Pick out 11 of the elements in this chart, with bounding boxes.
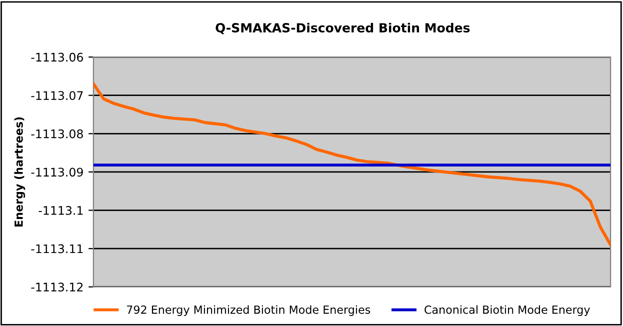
y-tick-label: -1113.1 <box>38 206 83 215</box>
y-tick-label: -1113.09 <box>31 168 83 177</box>
y-tick-label: -1113.07 <box>31 91 83 100</box>
legend-label: Canonical Biotin Mode Energy <box>424 305 590 316</box>
y-tick-label: -1113.08 <box>31 129 83 138</box>
chart-title: Q-SMAKAS-Discovered Biotin Modes <box>216 22 470 34</box>
y-tick-label: -1113.11 <box>31 244 83 254</box>
y-tick-label: -1113.12 <box>31 282 83 292</box>
y-axis-title: Energy (hartrees) <box>14 117 26 226</box>
legend-label: 792 Energy Minimized Biotin Mode Energies <box>127 305 370 316</box>
y-tick-label: -1113.06 <box>31 52 83 62</box>
